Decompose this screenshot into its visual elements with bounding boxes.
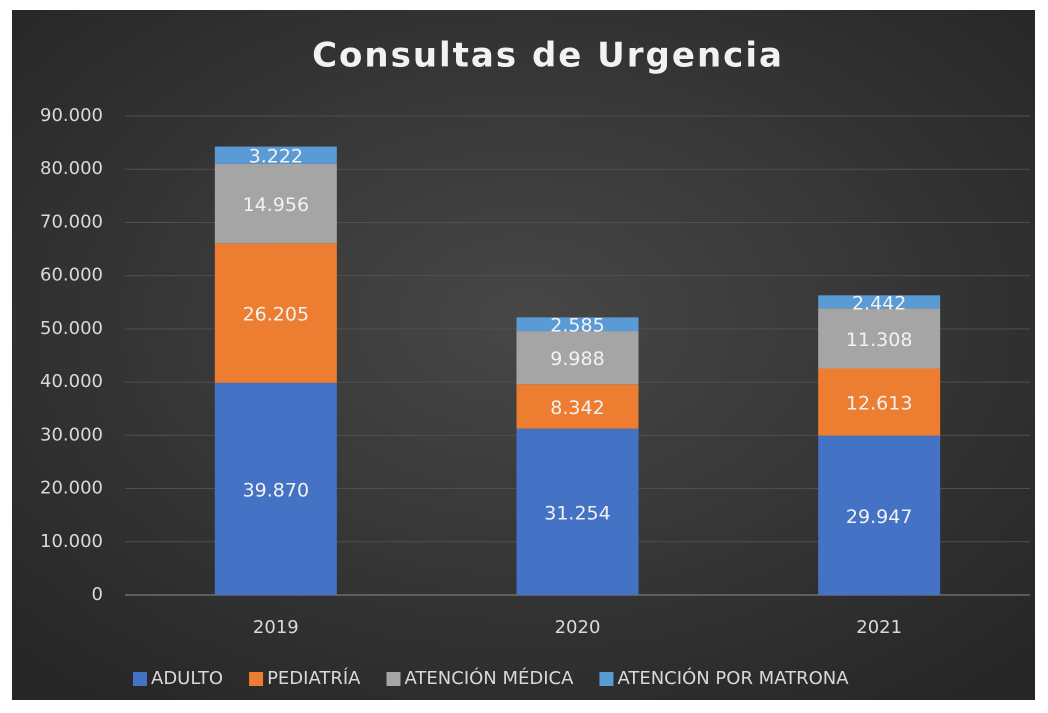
data-label: 29.947 — [846, 506, 912, 528]
y-tick-label: 0 — [92, 584, 103, 605]
bar-segment — [214, 243, 337, 383]
data-label: 9.988 — [550, 348, 604, 370]
bar-segment — [818, 308, 941, 369]
y-tick-label: 50.000 — [40, 318, 103, 339]
bar-segment — [214, 146, 337, 164]
x-tick-label: 2020 — [555, 617, 601, 638]
bar-segment — [516, 331, 639, 385]
bar-segment — [818, 295, 941, 309]
bar-segment — [516, 317, 639, 332]
y-tick-label: 80.000 — [40, 158, 103, 179]
chart-title: Consultas de Urgencia — [312, 36, 784, 76]
x-tick-label: 2019 — [253, 617, 299, 638]
legend-label: ATENCIÓN MÉDICA — [405, 667, 575, 689]
data-label: 11.308 — [846, 329, 912, 351]
y-tick-label: 30.000 — [40, 424, 103, 445]
bar-segment — [214, 382, 337, 595]
legend-swatch — [249, 672, 264, 686]
bar-segment — [818, 435, 941, 595]
legend-label: ATENCIÓN POR MATRONA — [617, 667, 849, 689]
data-label: 39.870 — [243, 479, 309, 501]
data-label: 14.956 — [243, 194, 309, 216]
data-label: 12.613 — [846, 393, 912, 415]
legend-swatch — [133, 672, 147, 686]
data-label: 3.222 — [249, 146, 303, 168]
bar-segment — [214, 163, 337, 244]
y-tick-label: 60.000 — [40, 265, 103, 286]
data-label: 31.254 — [544, 502, 610, 524]
legend-label: ADULTO — [151, 668, 223, 689]
data-label: 8.342 — [550, 397, 604, 419]
y-tick-label: 70.000 — [40, 211, 103, 232]
y-tick-label: 40.000 — [40, 371, 103, 392]
x-tick-label: 2021 — [856, 617, 902, 638]
y-tick-label: 90.000 — [40, 105, 103, 126]
data-label: 26.205 — [243, 304, 309, 326]
legend-swatch — [386, 672, 401, 686]
data-label: 2.442 — [852, 292, 906, 314]
data-label: 2.585 — [550, 315, 604, 337]
bar-segment — [516, 384, 639, 429]
y-tick-label: 20.000 — [40, 478, 103, 499]
legend-label: PEDIATRÍA — [267, 667, 361, 689]
legend-swatch — [599, 672, 614, 686]
bar-segment — [516, 428, 639, 595]
y-tick-label: 10.000 — [40, 531, 103, 552]
bar-segment — [818, 368, 941, 436]
